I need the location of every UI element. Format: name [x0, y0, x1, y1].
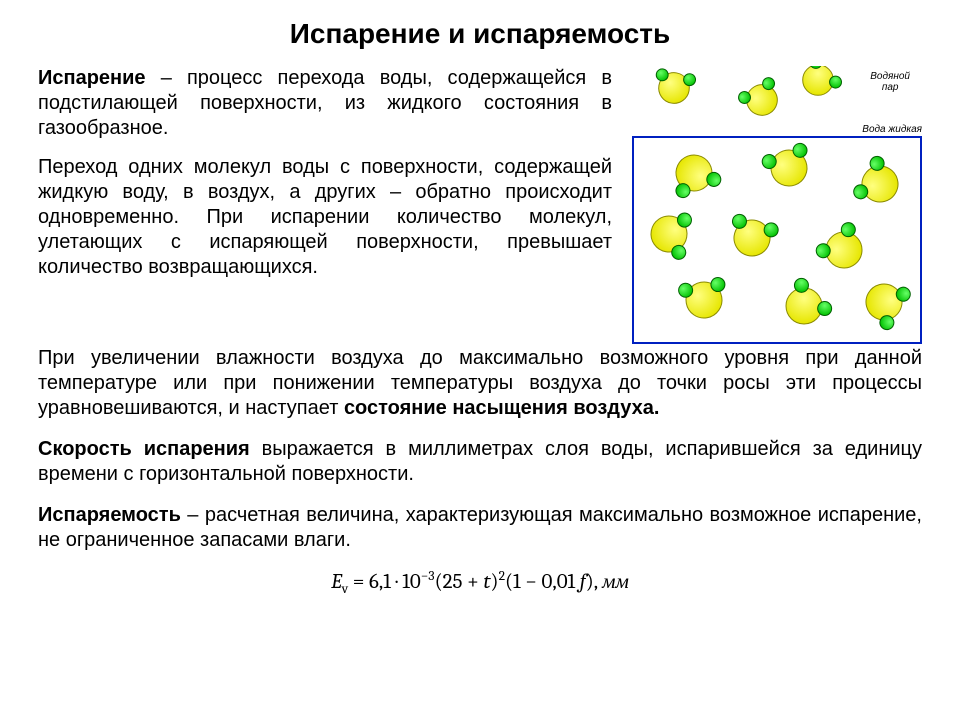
water-molecule	[736, 75, 786, 123]
diagram-column: Водянойпар Вода жидкая	[632, 66, 922, 346]
water-molecule	[666, 148, 723, 200]
molecule-diagram: Водянойпар Вода жидкая	[632, 66, 922, 346]
saturation-term: состояние насыщения воздуха.	[344, 397, 659, 419]
water-molecule	[813, 220, 873, 279]
water-molecule	[647, 208, 692, 261]
water-molecule	[652, 68, 697, 107]
page-title: Испарение и испаряемость	[38, 18, 922, 50]
paragraph-evaporability: Испаряемость – расчетная величина, харак…	[38, 503, 922, 553]
left-text-column: Испарение – процесс перехода воды, содер…	[38, 66, 612, 346]
formula: Ev = 6,1 · 10−3(25 + t)2(1 − 0,01 f), мм	[38, 569, 922, 597]
slide: Испарение и испаряемость Испарение – про…	[0, 0, 960, 720]
paragraph-saturation: При увеличении влажности воздуха до макс…	[38, 346, 922, 421]
lead-term-speed: Скорость испарения	[38, 438, 250, 460]
water-molecule	[760, 141, 817, 193]
lead-term-evaporability: Испаряемость	[38, 504, 181, 526]
water-molecule	[793, 66, 844, 105]
paragraph-molecules: Переход одних молекул воды с поверхности…	[38, 155, 612, 280]
water-molecule	[678, 276, 731, 321]
vapor-label: Водянойпар	[870, 72, 910, 93]
paragraph-definition: Испарение – процесс перехода воды, содер…	[38, 66, 612, 141]
liquid-box	[632, 136, 922, 344]
liquid-region	[634, 138, 920, 342]
water-molecule	[725, 213, 780, 262]
diagram-canvas: Водянойпар Вода жидкая	[632, 66, 922, 346]
water-molecule	[775, 275, 835, 335]
lead-term-evaporation: Испарение	[38, 67, 146, 89]
water-molecule	[857, 273, 913, 332]
paragraph-speed: Скорость испарения выражается в миллимет…	[38, 437, 922, 487]
water-molecule	[851, 154, 907, 213]
top-row: Испарение – процесс перехода воды, содер…	[38, 66, 922, 346]
liquid-label: Вода жидкая	[860, 124, 924, 135]
